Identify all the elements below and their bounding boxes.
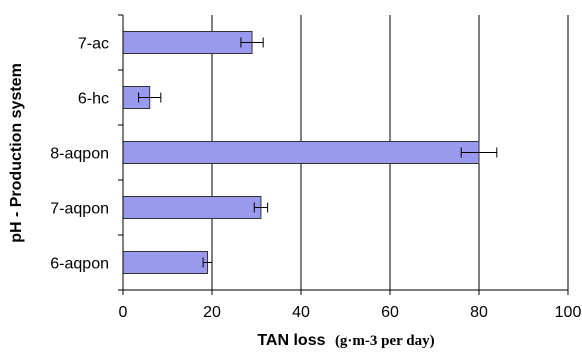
- error-bar-6-aqpon: [202, 257, 213, 268]
- error-bar-7-aqpon: [253, 202, 269, 213]
- x-tick-label-100: 100: [555, 304, 582, 321]
- y-axis-title: pH - Production system: [8, 63, 25, 243]
- category-label-7-ac: 7-ac: [78, 36, 109, 53]
- x-axis-title-unit: (g·m-3 per day): [335, 333, 435, 349]
- x-tick-label-60: 60: [381, 304, 399, 321]
- bar-7-aqpon: [122, 196, 262, 219]
- x-tick-labels: 0 20 40 60 80 100: [119, 304, 582, 321]
- category-label-6-hc: 6-hc: [78, 91, 109, 108]
- bar-8-aqpon: [122, 141, 480, 164]
- error-bar-6-hc: [138, 92, 162, 103]
- error-bar-7-ac: [240, 37, 264, 48]
- x-axis-title: TAN loss (g·m-3 per day): [257, 332, 434, 349]
- bar-7-ac: [122, 31, 253, 54]
- bar-6-aqpon: [122, 251, 209, 274]
- x-tick-label-0: 0: [119, 304, 128, 321]
- category-label-8-aqpon: 8-aqpon: [50, 146, 109, 163]
- category-labels: 6-aqpon 7-aqpon 8-aqpon 6-hc 7-ac: [50, 36, 109, 273]
- x-tick-label-40: 40: [292, 304, 310, 321]
- axes: [118, 14, 569, 295]
- bars: [122, 31, 480, 274]
- x-tick-label-80: 80: [470, 304, 488, 321]
- category-label-6-aqpon: 6-aqpon: [50, 256, 109, 273]
- x-tick-label-20: 20: [203, 304, 221, 321]
- error-bar-8-aqpon: [460, 147, 498, 158]
- x-axis-title-main: TAN loss: [257, 332, 325, 349]
- category-label-7-aqpon: 7-aqpon: [50, 201, 109, 218]
- error-bars: [138, 37, 498, 268]
